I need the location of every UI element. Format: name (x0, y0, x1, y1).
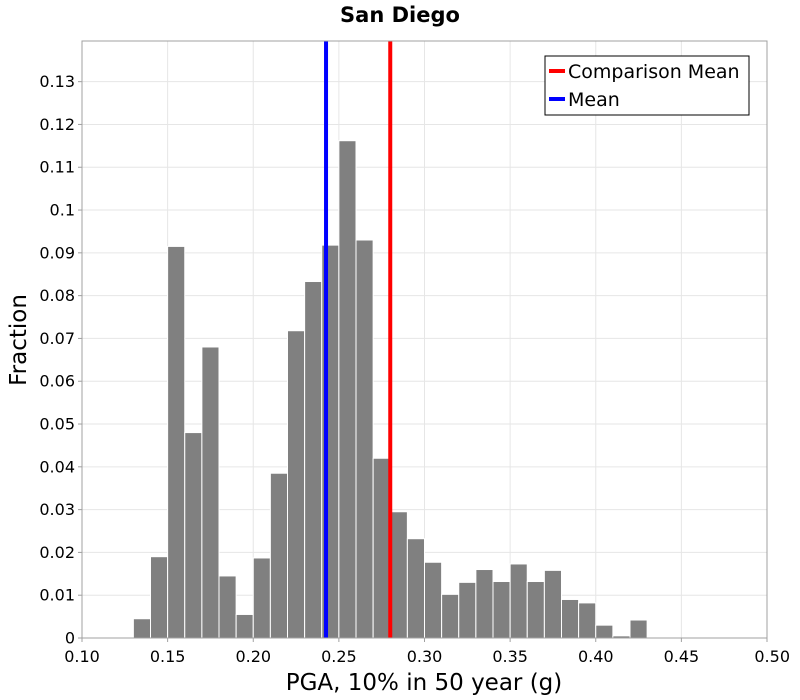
y-tick-label: 0.03 (39, 500, 75, 519)
histogram-bar (578, 602, 597, 639)
y-axis-label: Fraction (6, 294, 32, 386)
x-tick-label: 0.15 (150, 647, 186, 666)
legend: Comparison Mean Mean (544, 55, 750, 116)
x-tick-label: 0.35 (492, 647, 528, 666)
histogram-bar (338, 140, 357, 639)
histogram-bar (424, 561, 443, 639)
x-tick-label: 0.25 (321, 647, 357, 666)
y-tick-label: 0.07 (39, 329, 75, 348)
histogram-bar (201, 346, 220, 639)
histogram-bar (629, 619, 648, 639)
chart-title: San Diego (340, 3, 460, 27)
histogram-bar (355, 239, 374, 639)
histogram-bar (167, 245, 186, 639)
y-tick-label: 0.01 (39, 586, 75, 605)
histogram-bar (235, 613, 254, 639)
histogram-bar (475, 569, 494, 639)
y-tick-label: 0.06 (39, 372, 75, 391)
x-axis-ticks: 0.10 0.15 0.20 0.25 0.30 0.35 0.40 0.45 0.50 (64, 638, 790, 666)
x-tick-label: 0.45 (664, 647, 700, 666)
histogram-bar (252, 557, 271, 639)
histogram-bar (218, 575, 237, 639)
histogram-bar (458, 581, 477, 639)
histogram-bar (389, 511, 408, 639)
histogram-bar (150, 556, 169, 639)
mean-lines (324, 41, 393, 638)
y-tick-label: 0.05 (39, 415, 75, 434)
y-tick-label: 0.02 (39, 543, 75, 562)
x-tick-label: 0.50 (754, 647, 790, 666)
histogram-bar (543, 569, 562, 639)
histogram-bar (287, 330, 306, 639)
histogram-bar (304, 281, 323, 639)
histogram-bar (595, 624, 614, 639)
x-tick-label: 0.30 (407, 647, 443, 666)
y-tick-label: 0.04 (39, 457, 75, 476)
y-tick-label: 0 (65, 629, 75, 648)
y-tick-label: 0.13 (39, 72, 75, 91)
histogram-bar (526, 581, 545, 639)
legend-label-mean: Mean (568, 89, 620, 111)
histogram-bar (372, 457, 391, 639)
histogram-bar (132, 618, 151, 639)
histogram-bar (492, 581, 511, 639)
y-tick-label: 0.11 (39, 158, 75, 177)
y-tick-label: 0.09 (39, 243, 75, 262)
bars (132, 140, 648, 639)
histogram-bar (184, 432, 203, 639)
x-tick-label: 0.40 (578, 647, 614, 666)
histogram-bar (269, 472, 288, 639)
histogram-bar (406, 538, 425, 639)
histogram-bar (441, 593, 460, 639)
x-tick-label: 0.10 (64, 647, 100, 666)
x-axis-label: PGA, 10% in 50 year (g) (286, 670, 563, 696)
y-axis-ticks: 0 0.01 0.02 0.03 0.04 0.05 0.06 0.07 0.08 0.09 0.1… (39, 72, 82, 648)
legend-label-comparison-mean: Comparison Mean (568, 61, 740, 83)
y-tick-label: 0.1 (50, 201, 75, 220)
y-tick-label: 0.08 (39, 286, 75, 305)
x-tick-label: 0.20 (235, 647, 271, 666)
legend-box (544, 55, 750, 116)
histogram-bar (509, 563, 528, 639)
y-tick-label: 0.12 (39, 115, 75, 134)
histogram-bar (561, 598, 580, 639)
